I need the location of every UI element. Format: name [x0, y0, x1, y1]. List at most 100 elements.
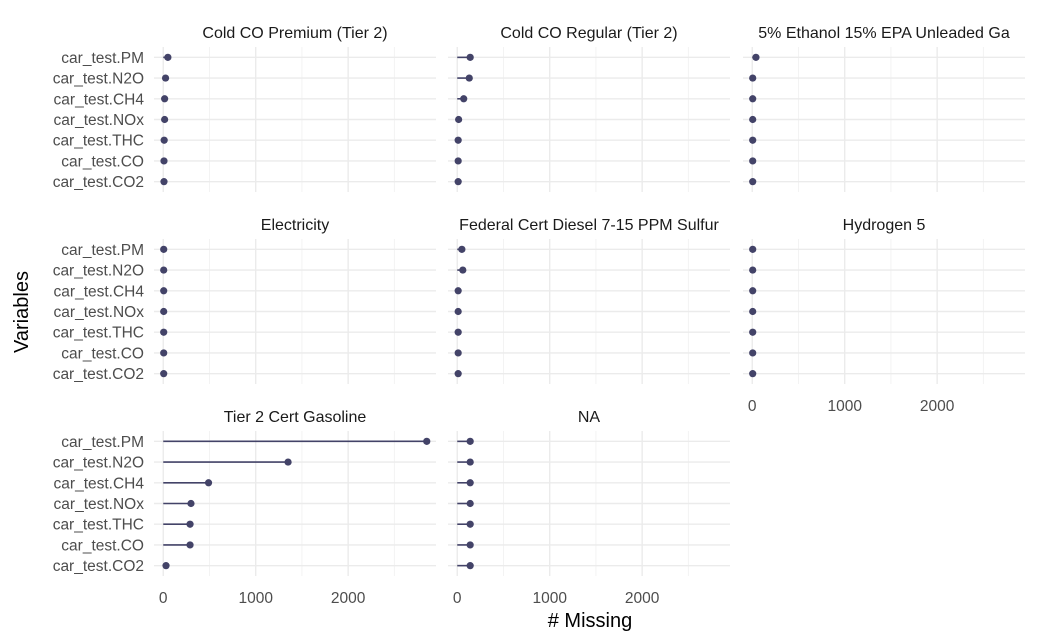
lollipop-point [466, 458, 474, 466]
y-tick-label: car_test.CO [61, 345, 144, 362]
lollipop-point [284, 458, 292, 466]
y-tick-label: car_test.CO [61, 537, 144, 554]
lollipop-point [749, 245, 757, 253]
lollipop-point [749, 287, 757, 295]
lollipop-point [749, 370, 757, 378]
lollipop-point [466, 499, 474, 508]
panel-title: Hydrogen 5 [843, 217, 926, 234]
x-tick-label: 0 [453, 590, 462, 607]
lollipop-point [466, 479, 474, 487]
lollipop-point [160, 266, 168, 274]
lollipop-point [160, 287, 168, 295]
lollipop-point [160, 178, 168, 186]
y-axis-title: Variables [11, 271, 33, 353]
x-tick-label: 0 [159, 590, 168, 607]
lollipop-point [749, 349, 757, 357]
lollipop-point [749, 178, 757, 186]
y-tick-label: car_test.PM [61, 434, 144, 451]
lollipop-point [160, 245, 168, 253]
lollipop-point [204, 479, 213, 487]
lollipop-point [160, 307, 168, 316]
lollipop-point [454, 307, 462, 316]
x-tick-label: 2000 [625, 590, 660, 607]
y-tick-label: car_test.CO [61, 153, 144, 170]
panel-title: 5% Ethanol 15% EPA Unleaded Ga [758, 25, 1010, 42]
y-tick-label: car_test.NOx [54, 112, 145, 129]
y-tick-label: car_test.CO2 [53, 558, 144, 575]
lollipop-point [160, 157, 168, 165]
lollipop-point [466, 562, 474, 570]
x-tick-label: 1000 [238, 590, 273, 607]
y-tick-label: car_test.N2O [53, 455, 144, 472]
x-tick-label: 0 [748, 398, 757, 415]
y-tick-label: car_test.THC [53, 517, 144, 534]
lollipop-point [160, 136, 168, 144]
lollipop-point [454, 287, 462, 295]
lollipop-point [749, 328, 757, 336]
lollipop-point [160, 349, 168, 357]
lollipop-point [466, 53, 474, 61]
lollipop-point [186, 520, 194, 528]
panel-title: Cold CO Premium (Tier 2) [202, 25, 387, 42]
lollipop-point [749, 307, 757, 316]
panel-na: NA 0 1000 2000 [448, 409, 730, 607]
panel-federal-cert-diesel-7-15-ppm-sulfur: Federal Cert Diesel 7-15 PPM Sulfur [448, 217, 730, 384]
lollipop-point [187, 499, 195, 508]
lollipop-point [455, 115, 463, 124]
lollipop-point [749, 74, 757, 82]
panel-cold-co-regular-tier-2: Cold CO Regular (Tier 2) [448, 25, 730, 192]
lollipop-point [161, 95, 169, 103]
lollipop-point [465, 74, 473, 82]
lollipop-point [160, 370, 168, 378]
lollipop-point [161, 115, 169, 124]
lollipop-point [749, 157, 757, 165]
panel-title: Cold CO Regular (Tier 2) [500, 25, 677, 42]
lollipop-point [454, 370, 462, 378]
lollipop-point [749, 266, 757, 274]
lollipop-point [466, 520, 474, 528]
y-tick-label: car_test.N2O [53, 71, 144, 88]
y-tick-label: car_test.THC [53, 325, 144, 342]
panels: Cold CO Premium (Tier 2) car_test.PM car_t… [53, 25, 1025, 607]
lollipop-point [454, 178, 462, 186]
lollipop-point [749, 115, 757, 124]
y-tick-label: car_test.THC [53, 133, 144, 150]
lollipop-point [161, 74, 170, 82]
panel-5-ethanol-15-epa-unleaded-ga: 5% Ethanol 15% EPA Unleaded Ga [743, 25, 1025, 192]
y-tick-label: car_test.NOx [54, 304, 145, 321]
x-axis-title: # Missing [548, 610, 632, 632]
lollipop-point [454, 136, 462, 144]
x-tick-label: 2000 [331, 590, 366, 607]
lollipop-point [749, 136, 757, 144]
lollipop-point [454, 328, 462, 336]
lollipop-point [162, 562, 170, 570]
lollipop-point [466, 437, 474, 445]
panel-electricity: Electricity car_test.PM car_test.N2O car_te… [53, 217, 436, 384]
lollipop-point [164, 53, 172, 61]
y-tick-label: car_test.NOx [54, 496, 145, 513]
panel-hydrogen-5: Hydrogen 5 0 1000 2000 [743, 217, 1025, 415]
x-tick-label: 2000 [920, 398, 955, 415]
panel-tier-2-cert-gasoline: Tier 2 Cert Gasoline car_test.PM car_test.… [53, 409, 436, 607]
lollipop-point [454, 349, 462, 357]
lollipop-point [466, 541, 474, 549]
y-tick-label: car_test.CO2 [53, 174, 144, 191]
x-tick-label: 1000 [827, 398, 862, 415]
panel-title: NA [578, 409, 601, 426]
panel-cold-co-premium-tier-2: Cold CO Premium (Tier 2) car_test.PM car_t… [53, 25, 436, 192]
lollipop-point [459, 266, 467, 274]
lollipop-point [186, 541, 194, 549]
lollipop-point [749, 95, 757, 103]
y-tick-label: car_test.CH4 [54, 283, 145, 300]
lollipop-point [752, 53, 760, 61]
panel-title: Federal Cert Diesel 7-15 PPM Sulfur [459, 217, 719, 234]
y-tick-label: car_test.PM [61, 50, 144, 67]
lollipop-point [458, 245, 466, 253]
y-tick-label: car_test.N2O [53, 263, 144, 280]
y-tick-label: car_test.CH4 [54, 91, 145, 108]
y-tick-label: car_test.CO2 [53, 366, 144, 383]
y-tick-label: car_test.CH4 [54, 475, 145, 492]
lollipop-point [460, 95, 468, 103]
lollipop-point [423, 437, 431, 445]
